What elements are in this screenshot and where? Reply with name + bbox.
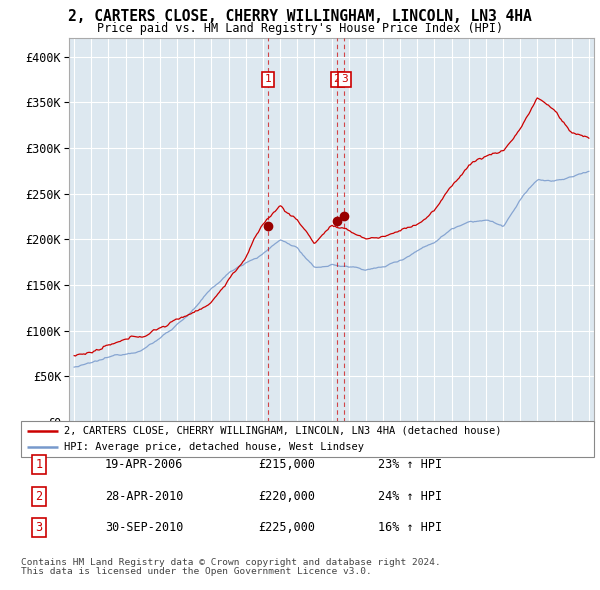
Text: 2, CARTERS CLOSE, CHERRY WILLINGHAM, LINCOLN, LN3 4HA (detached house): 2, CARTERS CLOSE, CHERRY WILLINGHAM, LIN… bbox=[64, 425, 502, 435]
Text: HPI: Average price, detached house, West Lindsey: HPI: Average price, detached house, West… bbox=[64, 442, 364, 453]
Text: Price paid vs. HM Land Registry's House Price Index (HPI): Price paid vs. HM Land Registry's House … bbox=[97, 22, 503, 35]
FancyBboxPatch shape bbox=[21, 421, 594, 457]
Text: 2: 2 bbox=[35, 490, 43, 503]
Text: 23% ↑ HPI: 23% ↑ HPI bbox=[378, 458, 442, 471]
Text: 1: 1 bbox=[265, 74, 271, 84]
Text: 3: 3 bbox=[341, 74, 348, 84]
Text: 2, CARTERS CLOSE, CHERRY WILLINGHAM, LINCOLN, LN3 4HA: 2, CARTERS CLOSE, CHERRY WILLINGHAM, LIN… bbox=[68, 9, 532, 24]
Text: 16% ↑ HPI: 16% ↑ HPI bbox=[378, 521, 442, 534]
Text: £215,000: £215,000 bbox=[258, 458, 315, 471]
Text: 30-SEP-2010: 30-SEP-2010 bbox=[105, 521, 184, 534]
Text: 19-APR-2006: 19-APR-2006 bbox=[105, 458, 184, 471]
Text: 1: 1 bbox=[35, 458, 43, 471]
Text: 24% ↑ HPI: 24% ↑ HPI bbox=[378, 490, 442, 503]
Text: 28-APR-2010: 28-APR-2010 bbox=[105, 490, 184, 503]
Text: 3: 3 bbox=[35, 521, 43, 534]
Text: £225,000: £225,000 bbox=[258, 521, 315, 534]
Text: This data is licensed under the Open Government Licence v3.0.: This data is licensed under the Open Gov… bbox=[21, 568, 372, 576]
Text: £220,000: £220,000 bbox=[258, 490, 315, 503]
Text: 2: 2 bbox=[334, 74, 340, 84]
Text: Contains HM Land Registry data © Crown copyright and database right 2024.: Contains HM Land Registry data © Crown c… bbox=[21, 558, 441, 567]
